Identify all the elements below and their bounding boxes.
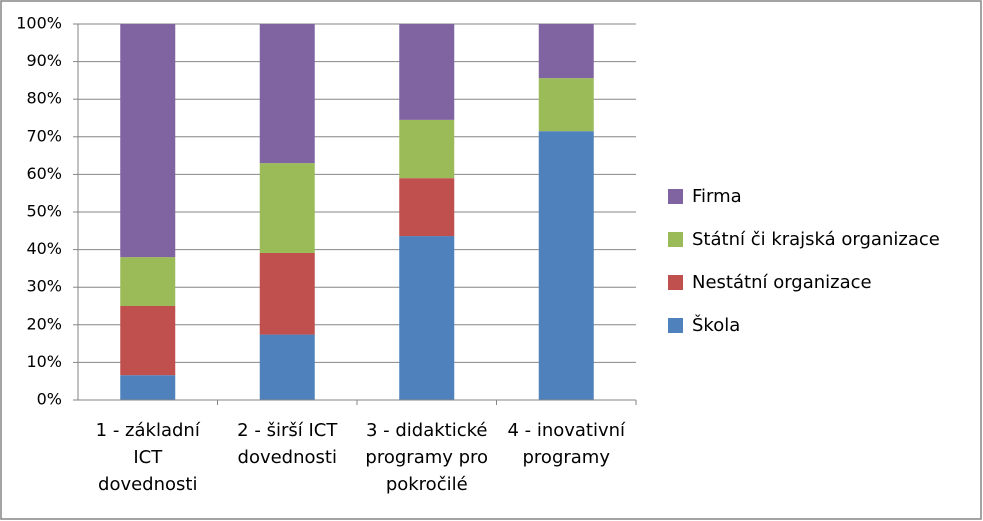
x-tick-label: 3 - didaktické programy pro pokročilé xyxy=(365,420,489,495)
y-tick-label: 90% xyxy=(26,51,62,70)
legend-swatch xyxy=(668,189,683,204)
bar-segment xyxy=(538,131,594,400)
y-tick-label: 100% xyxy=(16,14,62,33)
bar-segment xyxy=(120,306,176,376)
bar-segment xyxy=(399,24,455,120)
bar-segment xyxy=(399,236,455,400)
y-tick-label: 80% xyxy=(26,89,62,108)
bar-segment xyxy=(120,24,176,258)
y-tick-label: 50% xyxy=(26,202,62,221)
legend-label: Škola xyxy=(692,314,740,336)
legend-label: Firma xyxy=(692,186,742,207)
bar-segment xyxy=(120,257,176,306)
y-tick-label: 40% xyxy=(26,239,62,258)
bar-segment xyxy=(399,119,455,179)
bar-segment xyxy=(259,24,315,164)
y-tick-label: 20% xyxy=(26,314,62,333)
y-tick-label: 30% xyxy=(26,277,62,296)
bar-segment xyxy=(399,178,455,237)
bar-segment xyxy=(259,334,315,400)
legend-label: Nestátní organizace xyxy=(692,272,872,293)
x-tick-label: 2 - širší ICT dovednosti xyxy=(237,420,338,468)
bar-segment xyxy=(259,163,315,253)
x-tick-label: 4 - inovativní programy xyxy=(507,420,626,468)
y-tick-label: 60% xyxy=(26,164,62,183)
bar-segment xyxy=(538,78,594,132)
bar-segment xyxy=(120,375,176,400)
legend-swatch xyxy=(668,275,683,290)
y-tick-label: 0% xyxy=(37,390,62,409)
x-tick-label: 1 - základní ICT dovednosti xyxy=(95,420,200,495)
legend-swatch xyxy=(668,318,683,333)
y-tick-label: 70% xyxy=(26,126,62,145)
bar-segment xyxy=(538,24,594,79)
y-tick-label: 10% xyxy=(26,352,62,371)
legend-label: Státní či krajská organizace xyxy=(692,229,940,250)
legend-swatch xyxy=(668,232,683,247)
bar-segment xyxy=(259,252,315,335)
